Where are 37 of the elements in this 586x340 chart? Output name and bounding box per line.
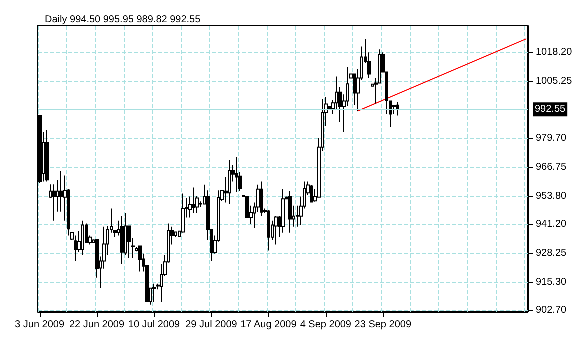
x-tick-label: 17 Aug 2009 [240,320,298,330]
x-tick-label: 29 Jul 2009 [186,320,238,330]
candlestick [260,181,263,217]
x-tick-label: 22 Jun 2009 [69,320,125,330]
candlestick [288,190,292,234]
candlestick [52,184,56,222]
y-tick-label: 1018.20 [536,46,573,58]
candlestick [120,216,124,265]
candlestick [81,220,84,256]
candlestick [181,193,185,234]
y-tick-label: 1005.25 [536,76,573,87]
candlestick [389,100,392,128]
y-tick-label: 928.25 [536,248,568,259]
candlestick [396,102,399,116]
y-tick-label: 966.75 [536,162,568,173]
y-tick-label: 979.70 [536,132,568,144]
y-tick-label: 902.70 [536,304,568,316]
y-tick-label: 953.80 [536,190,568,202]
y-tick-label: 915.30 [536,276,568,288]
x-tick-label: 23 Sep 2009 [354,320,412,330]
candlestick [310,184,313,204]
candlestick [152,283,156,302]
candlestick [138,246,142,272]
y-tick-label: 941.20 [536,218,568,230]
candlestick [74,235,77,262]
candlestick [274,216,278,246]
chart-title: Daily 994.50 995.95 989.82 992.55 [45,14,202,26]
x-tick-label: 3 Jun 2009 [15,320,65,330]
candlestick [228,160,231,205]
ref-line-label: 992.55 [535,104,566,116]
x-tick-label: 4 Sep 2009 [300,320,352,330]
candlestick [267,210,270,252]
candlestick [45,130,49,182]
candlestick [235,156,238,193]
x-tick-label: 10 Jul 2009 [128,320,181,330]
candlestick [281,188,285,234]
candlestick [192,187,195,214]
